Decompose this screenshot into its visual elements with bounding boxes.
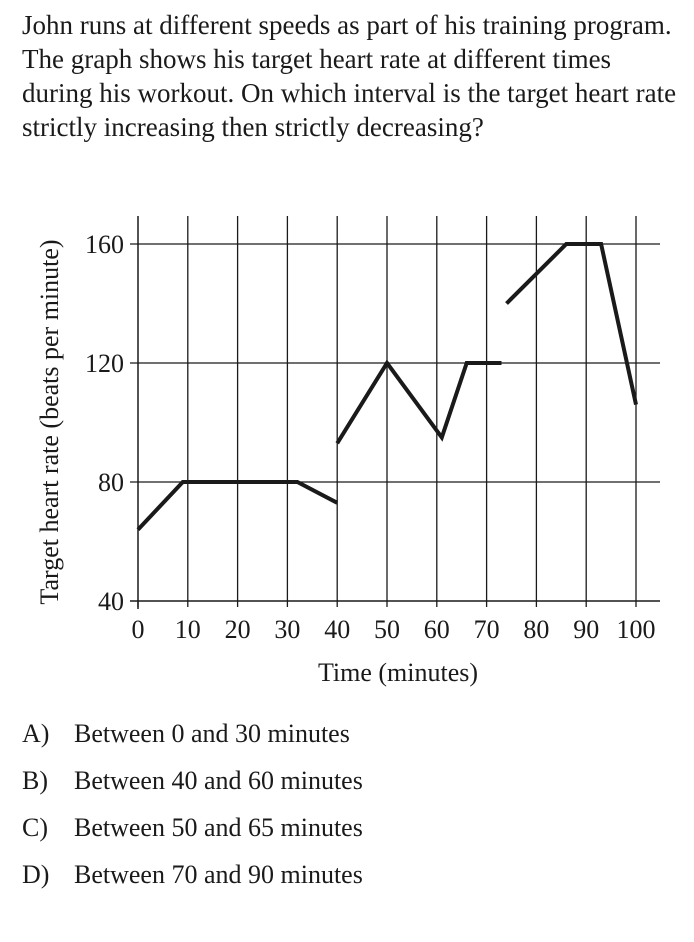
choice-letter: A) (22, 718, 50, 748)
series-line-segment (335, 359, 502, 445)
x-tick-label: 20 (225, 615, 251, 644)
choice-text: Between 70 and 90 minutes (74, 859, 363, 889)
choice-b[interactable]: B) Between 40 and 60 minutes (22, 757, 662, 804)
y-axis-title: Target heart rate (beats per minute) (35, 239, 64, 604)
y-tick-label: 160 (85, 230, 124, 259)
choice-text: Between 0 and 30 minutes (74, 718, 350, 748)
series-line-segment (505, 242, 638, 406)
y-tick-label: 40 (98, 587, 124, 616)
x-tick-label: 70 (474, 615, 500, 644)
question-text: John runs at different speeds as part of… (22, 10, 677, 142)
heart-rate-chart: 0 10 20 30 40 50 60 70 80 90 100 40 80 120 160 Time (m… (35, 216, 660, 687)
answer-choices: A) Between 0 and 30 minutes B) Between 4… (22, 710, 662, 898)
x-tick-label: 80 (523, 615, 549, 644)
x-tick-label: 60 (424, 615, 450, 644)
x-tick-label: 100 (617, 615, 656, 644)
tick-labels: 0 10 20 30 40 50 60 70 80 90 100 40 80 120 160 (85, 230, 656, 644)
choice-a[interactable]: A) Between 0 and 30 minutes (22, 710, 662, 757)
choice-letter: C) (22, 812, 48, 842)
axes (130, 216, 660, 609)
y-tick-label: 80 (98, 468, 124, 497)
choice-letter: D) (22, 859, 50, 889)
y-tick-label: 120 (85, 349, 124, 378)
choice-letter: B) (22, 765, 48, 795)
choice-c[interactable]: C) Between 50 and 65 minutes (22, 804, 662, 851)
series-line-segment (136, 480, 339, 531)
x-tick-label: 10 (175, 615, 201, 644)
choice-d[interactable]: D) Between 70 and 90 minutes (22, 851, 662, 898)
x-tick-label: 0 (132, 615, 145, 644)
x-tick-label: 40 (324, 615, 350, 644)
x-tick-label: 50 (374, 615, 400, 644)
choice-text: Between 50 and 65 minutes (74, 812, 363, 842)
choice-text: Between 40 and 60 minutes (74, 765, 363, 795)
x-tick-label: 90 (573, 615, 599, 644)
grid-lines (130, 216, 660, 601)
x-tick-label: 30 (274, 615, 300, 644)
x-axis-title: Time (minutes) (318, 658, 478, 687)
data-series (136, 242, 638, 531)
